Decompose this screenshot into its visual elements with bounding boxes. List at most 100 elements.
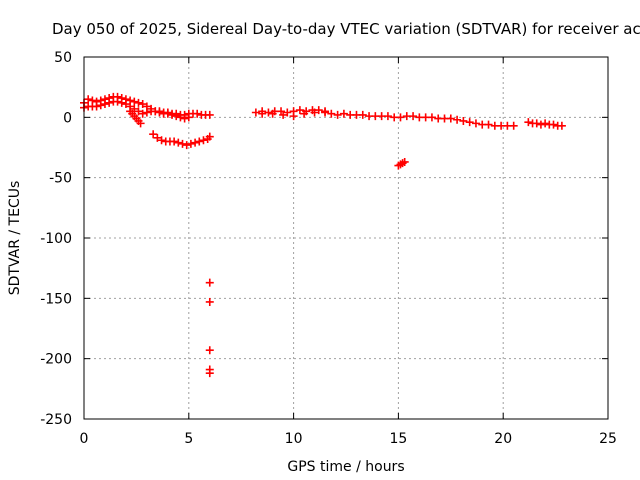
series-3 [149, 130, 214, 150]
data-point [180, 114, 189, 123]
data-point [333, 110, 342, 119]
y-tick-label: -50 [49, 171, 72, 187]
y-axis-label: SDTVAR / TECUs [7, 181, 23, 296]
data-point [199, 136, 208, 145]
data-point [396, 113, 405, 122]
ticks: 50 0 -50 -100 -150 -200 -250 0 5 10 15 20 25 [40, 50, 617, 447]
y-tick-label: -250 [40, 412, 72, 428]
data-point [113, 97, 122, 106]
data-point [100, 100, 109, 109]
data-point [121, 100, 130, 109]
data-point [138, 109, 147, 118]
data-point [268, 109, 277, 118]
data-point [178, 139, 187, 148]
data-point [471, 119, 480, 128]
data-point [205, 110, 214, 119]
data-point [138, 100, 147, 109]
data-point [151, 107, 160, 116]
plot-frame [83, 56, 609, 420]
x-tick-label: 0 [80, 431, 89, 447]
y-tick-label: -150 [40, 291, 72, 307]
data-point [186, 139, 195, 148]
data-point [524, 118, 533, 127]
data-point [84, 95, 93, 104]
data-point [205, 369, 214, 378]
data-point [205, 346, 214, 355]
data-point [105, 98, 114, 107]
data-point [459, 116, 468, 125]
data-point [427, 113, 436, 122]
data-point [465, 118, 474, 127]
data-point [170, 137, 179, 146]
data-point [541, 119, 550, 128]
data-point [321, 108, 330, 117]
data-point [295, 106, 304, 115]
data-point [205, 132, 214, 141]
data-point [149, 130, 158, 139]
y-tick-label: 50 [54, 50, 72, 66]
data-point [176, 113, 185, 122]
series-6 [258, 108, 330, 121]
x-tick-label: 10 [285, 431, 303, 447]
y-tick-label: -100 [40, 231, 72, 247]
data-point [195, 137, 204, 146]
data-point [289, 112, 298, 121]
x-tick-label: 20 [494, 431, 512, 447]
data-point [283, 108, 292, 117]
data-point [96, 101, 105, 110]
data-point [153, 133, 162, 142]
data-point [130, 97, 139, 106]
data-point [182, 141, 191, 150]
chart-title: Day 050 of 2025, Sidereal Day-to-day VTE… [52, 20, 640, 38]
x-axis-label: GPS time / hours [287, 459, 404, 475]
data-point [205, 297, 214, 306]
data-point [358, 110, 367, 119]
data-point [532, 119, 541, 128]
data-point [163, 109, 172, 118]
series-8 [394, 157, 409, 170]
data-point [130, 104, 139, 113]
data-point [453, 115, 462, 124]
data-point [193, 109, 202, 118]
data-point [251, 108, 260, 117]
y-tick-label: -200 [40, 352, 72, 368]
series-2 [126, 107, 145, 128]
data-point [92, 102, 101, 111]
y-tick-label: 0 [63, 110, 72, 126]
data-point [168, 110, 177, 119]
x-tick-label: 25 [599, 431, 617, 447]
data-point [557, 121, 566, 130]
data-point [191, 138, 200, 147]
data-point [264, 108, 273, 117]
data-point [172, 112, 181, 121]
data-point [400, 157, 409, 166]
data-point [184, 113, 193, 122]
data-point [509, 121, 518, 130]
x-tick-label: 15 [389, 431, 407, 447]
data-point [155, 108, 164, 117]
data-point [134, 107, 143, 116]
data-point [300, 109, 309, 118]
data-point [327, 109, 336, 118]
data-point [134, 98, 143, 107]
data-point [409, 112, 418, 121]
data-point [174, 138, 183, 147]
data-point [339, 109, 348, 118]
data-point [136, 119, 145, 128]
data-point [446, 114, 455, 123]
x-tick-label: 5 [184, 431, 193, 447]
series-5 [251, 106, 518, 130]
data-point [205, 278, 214, 287]
series-4 [205, 278, 214, 378]
data-point [258, 109, 267, 118]
data-points [80, 92, 566, 378]
data-point [157, 136, 166, 145]
data-point [117, 98, 126, 107]
data-point [383, 112, 392, 121]
data-point [314, 106, 323, 115]
data-point [142, 108, 151, 117]
series-7 [524, 118, 566, 130]
data-point [279, 110, 288, 119]
data-point [310, 108, 319, 117]
